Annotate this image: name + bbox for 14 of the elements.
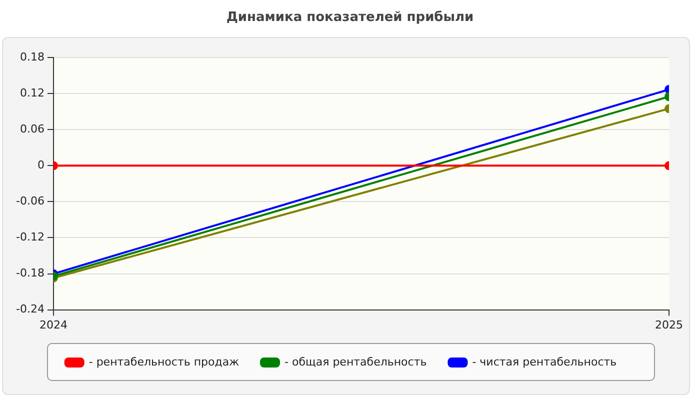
legend-label: - чистая рентабельность [472, 355, 617, 368]
y-tick-label: -0.18 [16, 266, 44, 280]
legend-label: - рентабельность продаж [88, 355, 240, 368]
y-tick-label: 0 [37, 158, 44, 172]
y-tick-label: 0.06 [20, 122, 44, 136]
x-tick-label: 2025 [655, 318, 683, 332]
y-tick-label: -0.06 [16, 194, 44, 208]
y-tick-label: 0.18 [20, 50, 44, 64]
y-tick-label: 0.12 [20, 86, 44, 100]
legend-label: - общая рентабельность [284, 355, 427, 368]
x-tick-label: 2024 [39, 318, 68, 332]
chart-title: Динамика показателей прибыли [225, 10, 475, 25]
y-tick-label: -0.24 [16, 302, 44, 316]
y-tick-label: -0.12 [16, 230, 44, 244]
